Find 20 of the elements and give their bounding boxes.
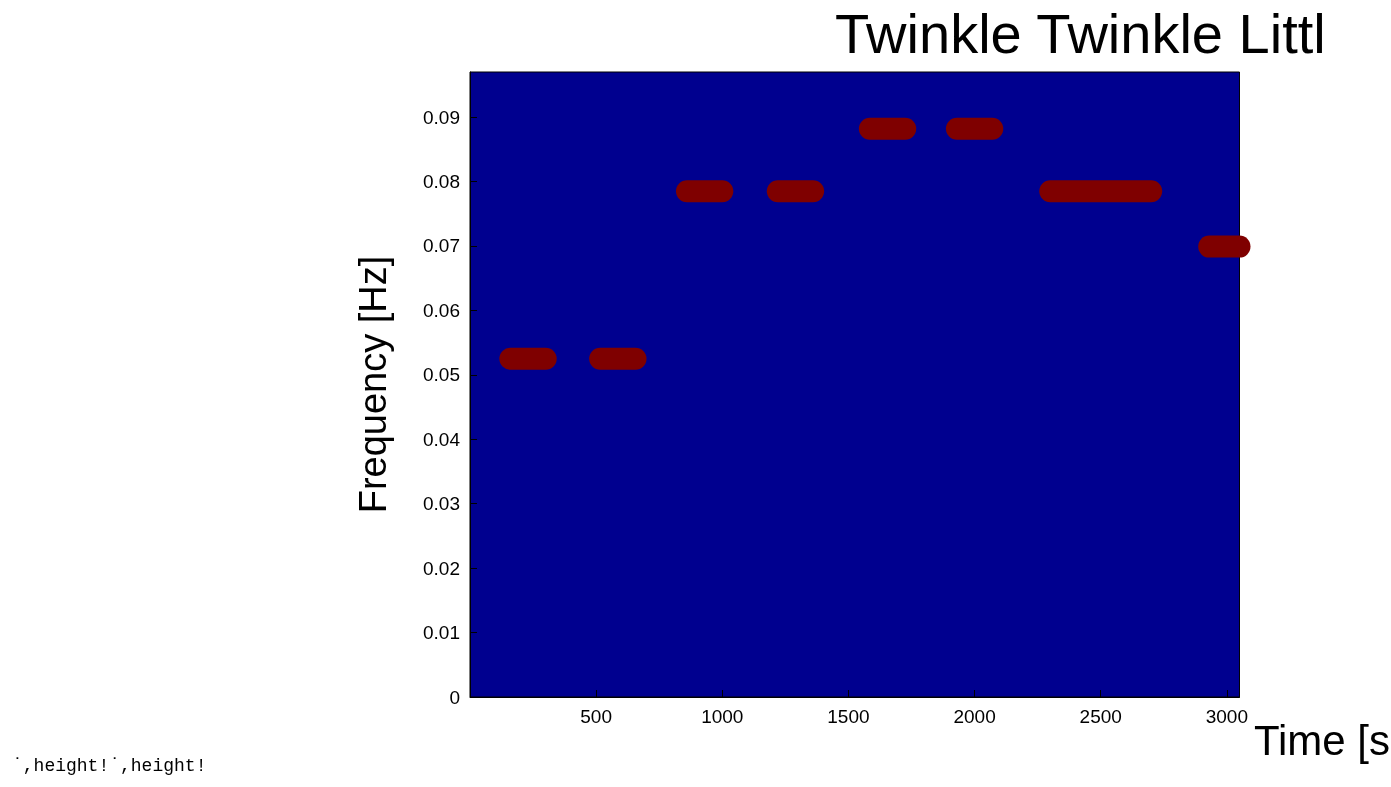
x-tick-label: 3000 (1205, 706, 1249, 727)
y-tick-label: 0 (449, 686, 460, 708)
y-tick-label: 0.08 (423, 171, 460, 193)
y-tick-label: 0.09 (423, 106, 460, 128)
chart-title: Twinkle Twinkle Littl (835, 1, 1326, 65)
y-tick-label: 0.05 (423, 364, 460, 386)
x-tick-label: 500 (580, 706, 612, 727)
y-tick-label: 0.06 (423, 299, 460, 321)
y-tick-label: 0.03 (423, 493, 460, 515)
x-tick-label: 2500 (1079, 706, 1122, 727)
x-tick-label: 1500 (827, 706, 870, 727)
x-axis-title: Time [s (1253, 716, 1391, 764)
y-tick-label: 0.04 (423, 428, 461, 450)
y-axis-title: Frequency [Hz] (352, 255, 394, 514)
x-tick-label: 1000 (701, 706, 744, 727)
y-tick-label: 0.02 (423, 557, 460, 579)
text: ˙,height!˙,height! (12, 756, 207, 776)
y-tick-label: 0.01 (423, 622, 460, 644)
y-tick-label: 0.07 (423, 235, 460, 257)
x-tick-label: 2000 (953, 706, 996, 727)
